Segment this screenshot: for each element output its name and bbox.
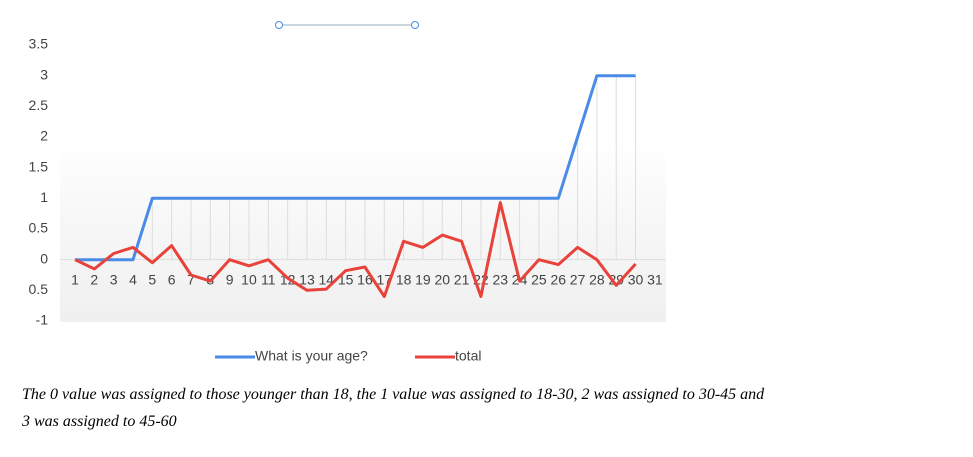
y-tick-label: 1 bbox=[40, 189, 48, 205]
caption-line: 3 was assigned to 45-60 bbox=[22, 413, 177, 430]
x-tick-label: 19 bbox=[415, 272, 431, 288]
y-tick-label: -1 bbox=[36, 312, 49, 328]
x-tick-label: 13 bbox=[299, 272, 315, 288]
x-tick-label: 28 bbox=[589, 272, 605, 288]
y-tick-label: 1.5 bbox=[29, 158, 49, 174]
x-tick-label: 31 bbox=[647, 272, 663, 288]
x-tick-label: 18 bbox=[396, 272, 412, 288]
legend-label: total bbox=[455, 348, 481, 364]
x-tick-label: 30 bbox=[628, 272, 644, 288]
y-tick-label: 2 bbox=[40, 128, 48, 144]
y-tick-label: 3 bbox=[40, 66, 48, 82]
series-line bbox=[74, 201, 637, 298]
legend-label: What is your age? bbox=[255, 348, 368, 364]
x-tick-label: 21 bbox=[454, 272, 470, 288]
caption-line: The 0 value was assigned to those younge… bbox=[22, 386, 765, 403]
x-tick-label: 29 bbox=[608, 272, 624, 288]
series-line bbox=[75, 74, 636, 262]
handle[interactable] bbox=[411, 21, 419, 29]
y-tick-label: 2.5 bbox=[29, 97, 49, 113]
x-tick-label: 5 bbox=[148, 272, 156, 288]
x-tick-label: 7 bbox=[187, 272, 195, 288]
y-tick-label: 0.5 bbox=[29, 220, 49, 236]
y-tick-label: 0.5 bbox=[29, 281, 49, 297]
x-tick-label: 23 bbox=[492, 272, 508, 288]
chart: -10.500.511.522.533.51 2 3 4 5 6 7 8 9 10 11 12 13 14… bbox=[29, 21, 666, 364]
x-tick-label: 27 bbox=[570, 272, 586, 288]
x-tick-label: 11 bbox=[261, 272, 276, 288]
x-tick-label: 10 bbox=[241, 272, 257, 288]
x-tick-label: 9 bbox=[226, 272, 234, 288]
y-tick-label: 3.5 bbox=[29, 36, 49, 52]
x-tick-label: 26 bbox=[550, 272, 566, 288]
x-tick-label: 3 bbox=[110, 272, 118, 288]
x-tick-label: 1 bbox=[71, 272, 79, 288]
x-tick-label: 20 bbox=[434, 272, 450, 288]
x-tick-label: 4 bbox=[129, 272, 137, 288]
x-tick-label: 6 bbox=[168, 272, 176, 288]
y-tick-label: 0 bbox=[40, 250, 48, 266]
plot-background bbox=[60, 140, 666, 322]
x-tick-label: 2 bbox=[90, 272, 98, 288]
x-tick-label: 25 bbox=[531, 272, 547, 288]
handle[interactable] bbox=[275, 21, 283, 29]
